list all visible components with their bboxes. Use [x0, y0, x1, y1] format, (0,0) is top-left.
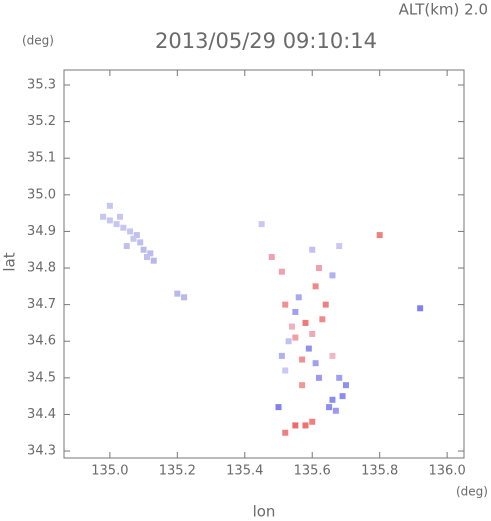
data-point: [312, 360, 319, 367]
data-point: [329, 396, 336, 403]
data-point: [315, 265, 322, 272]
data-point: [339, 393, 346, 400]
data-point: [332, 407, 339, 414]
data-point: [106, 202, 113, 209]
data-point: [312, 283, 319, 290]
data-point: [137, 239, 144, 246]
y-tick-label: 34.6: [27, 334, 56, 349]
data-point: [123, 243, 130, 250]
y-axis-label: lat: [1, 252, 19, 271]
y-tick-label: 34.7: [27, 297, 56, 312]
data-point: [299, 382, 306, 389]
data-point: [329, 272, 336, 279]
x-tick-label: 135.4: [226, 464, 263, 479]
data-point: [336, 374, 343, 381]
data-point: [302, 319, 309, 326]
y-tick-label: 34.8: [27, 261, 56, 276]
y-tick-label: 34.4: [27, 407, 56, 422]
data-point: [319, 316, 326, 323]
data-point: [130, 235, 137, 242]
data-point: [285, 338, 292, 345]
data-point: [127, 228, 134, 235]
y-tick-label: 35.0: [27, 187, 56, 202]
data-point: [282, 301, 289, 308]
data-point: [150, 257, 157, 264]
data-point: [309, 330, 316, 337]
data-point: [147, 250, 154, 257]
data-point: [106, 217, 113, 224]
data-point: [336, 243, 343, 250]
data-point: [292, 308, 299, 315]
data-point: [174, 290, 181, 297]
data-point: [113, 221, 120, 228]
data-point: [326, 404, 333, 411]
data-point: [299, 356, 306, 363]
data-point: [292, 334, 299, 341]
data-point: [181, 294, 188, 301]
x-tick-label: 135.8: [361, 464, 398, 479]
data-point: [120, 224, 127, 231]
y-unit: (deg): [22, 34, 54, 48]
data-point: [376, 232, 383, 239]
data-point: [133, 232, 140, 239]
data-point: [268, 254, 275, 261]
data-point: [282, 367, 289, 374]
data-point: [278, 352, 285, 359]
data-point: [100, 213, 107, 220]
data-point: [282, 429, 289, 436]
data-point: [302, 422, 309, 429]
y-tick-label: 34.5: [27, 370, 56, 385]
data-point: [258, 221, 265, 228]
data-point: [140, 246, 147, 253]
data-point: [278, 268, 285, 275]
data-point: [288, 323, 295, 330]
x-axis-label: lon: [253, 503, 276, 521]
y-tick-label: 35.3: [27, 78, 56, 93]
x-tick-label: 135.2: [159, 464, 196, 479]
y-tick-label: 35.2: [27, 114, 56, 129]
data-point: [315, 374, 322, 381]
data-point: [295, 294, 302, 301]
data-point: [305, 345, 312, 352]
x-tick-label: 136.0: [429, 464, 466, 479]
data-point: [309, 246, 316, 253]
y-tick-label: 34.9: [27, 224, 56, 239]
data-point: [292, 422, 299, 429]
subtitle: ALT(km) 2.0: [399, 1, 488, 19]
data-point: [322, 301, 329, 308]
data-point: [417, 305, 424, 312]
data-point: [143, 254, 150, 261]
data-point: [309, 418, 316, 425]
chart-title: 2013/05/29 09:10:14: [155, 29, 377, 53]
data-point: [329, 352, 336, 359]
data-point: [342, 382, 349, 389]
data-point: [275, 404, 282, 411]
x-tick-label: 135.6: [294, 464, 331, 479]
y-tick-label: 35.1: [27, 151, 56, 166]
plot-frame: [63, 69, 465, 459]
data-point: [116, 213, 123, 220]
x-unit: (deg): [456, 485, 488, 499]
y-tick-label: 34.3: [27, 444, 56, 459]
x-tick-label: 135.0: [91, 464, 128, 479]
